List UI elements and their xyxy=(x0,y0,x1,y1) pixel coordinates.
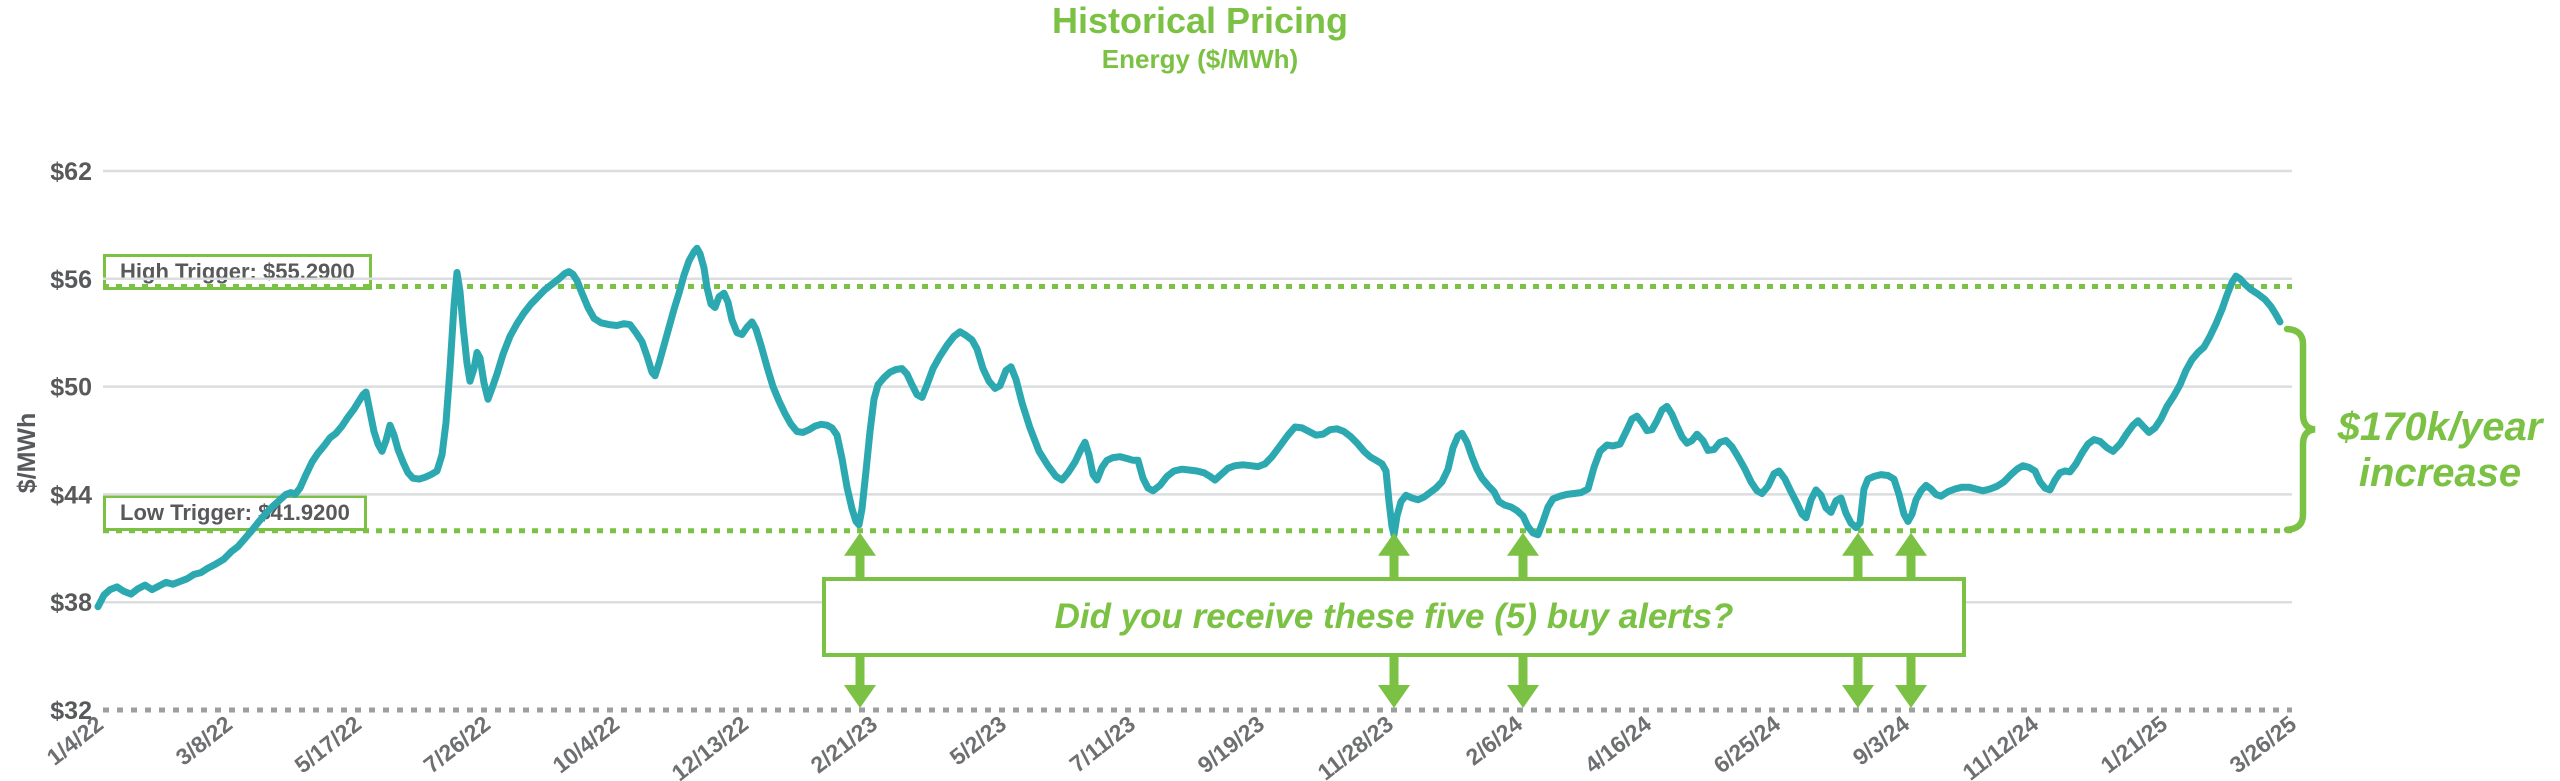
x-axis-tick-label: 3/26/25 xyxy=(2225,710,2302,778)
x-axis-tick-label: 2/21/23 xyxy=(806,710,882,778)
x-axis-tick-label: 7/26/22 xyxy=(419,710,495,778)
buy-alert-arrow-up xyxy=(1895,532,1927,577)
x-axis-tick-label: 6/25/24 xyxy=(1709,710,1786,778)
x-axis-tick-label: 4/16/24 xyxy=(1580,710,1657,778)
x-axis-tick-label: 11/28/23 xyxy=(1313,710,1399,781)
x-axis-tick-label: 7/11/23 xyxy=(1065,710,1140,777)
chart-title: Historical Pricing xyxy=(1051,0,1349,41)
buy-alert-arrow-down xyxy=(1895,657,1927,708)
x-axis-tick-label: 9/19/23 xyxy=(1193,710,1269,778)
increase-line2: increase xyxy=(2358,451,2522,495)
buy-alerts-box: Did you receive these five (5) buy alert… xyxy=(822,577,1966,657)
x-axis-tick-label: 11/12/24 xyxy=(1958,710,2044,781)
y-axis-tick-label: $38 xyxy=(50,589,92,617)
y-axis-tick-label: $50 xyxy=(50,374,92,402)
x-axis-tick-label: 1/21/25 xyxy=(2096,710,2173,778)
buy-alert-arrow-up xyxy=(844,532,876,577)
x-axis-tick-label: 5/2/23 xyxy=(945,710,1011,770)
y-axis-title: $/MWh xyxy=(13,412,41,494)
x-axis-tick-label: 9/3/24 xyxy=(1848,710,1915,770)
y-axis-tick-label: $32 xyxy=(50,697,92,725)
y-axis-tick-label: $44 xyxy=(50,481,92,509)
buy-alert-arrow-down xyxy=(844,657,876,708)
low-trigger-label-text: Low Trigger: $41.9200 xyxy=(120,500,350,525)
buy-alert-arrow-up xyxy=(1378,532,1410,577)
buy-alert-arrow-up xyxy=(1507,532,1539,577)
buy-alert-arrow-down xyxy=(1842,657,1874,708)
y-axis-tick-label: $62 xyxy=(50,158,92,186)
y-axis-tick-label: $56 xyxy=(50,266,92,294)
increase-annotation: $170k/year increase xyxy=(2325,404,2555,496)
buy-alert-arrow-down xyxy=(1378,657,1410,708)
x-axis-tick-label: 12/13/22 xyxy=(667,710,754,781)
price-line xyxy=(94,244,2284,611)
increase-line1: $170k/year xyxy=(2337,405,2543,449)
x-axis-tick-label: 5/17/22 xyxy=(290,710,366,778)
x-axis-tick-label: 2/6/24 xyxy=(1461,710,1528,770)
buy-alert-arrow-up xyxy=(1842,532,1874,577)
buy-alert-arrow-down xyxy=(1507,657,1539,708)
x-axis-tick-label: 3/8/22 xyxy=(171,710,237,770)
chart-subtitle: Energy ($/MWh) xyxy=(1101,44,1299,74)
increase-bracket xyxy=(2283,325,2316,534)
x-axis-tick-label: 10/4/22 xyxy=(548,710,624,778)
buy-alerts-text: Did you receive these five (5) buy alert… xyxy=(1054,597,1734,636)
